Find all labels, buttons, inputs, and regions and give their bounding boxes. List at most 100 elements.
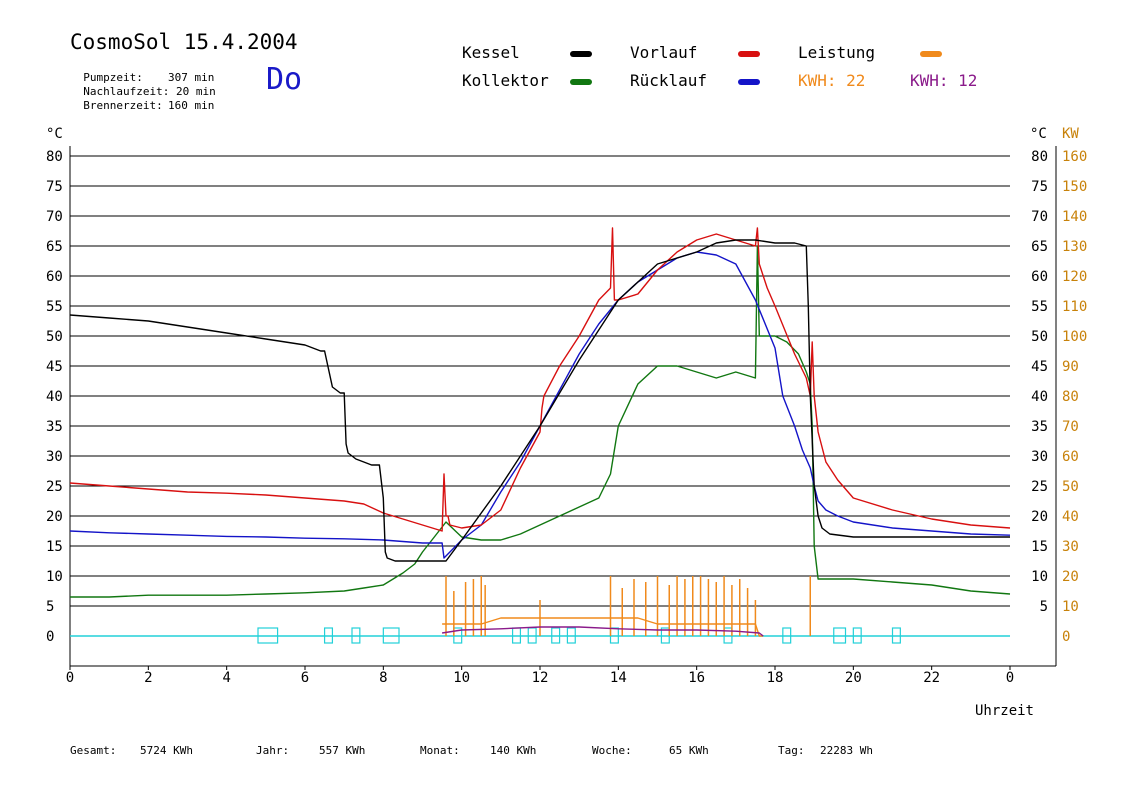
x-axis-label: Uhrzeit (975, 703, 1034, 719)
y-axis-label-right-c: °C (1030, 126, 1047, 142)
pumpzeit-stat: Pumpzeit: 307 min (70, 58, 214, 84)
y-tick-label-right: 5 (1040, 599, 1048, 615)
footer-tag: Tag: 22283 Wh (778, 744, 873, 757)
y-tick-label-left: 80 (46, 149, 63, 165)
footer-jahr-label: Jahr: (256, 744, 290, 757)
brennerzeit-stat: Brennerzeit: 160 min (70, 86, 214, 112)
y-axis-label-right-kw: KW (1062, 126, 1079, 142)
kw-tick-label: 40 (1062, 509, 1079, 525)
series-line-kollektor (70, 245, 1011, 598)
footer-gesamt-label: Gesamt: (70, 744, 117, 757)
footer-woche-label: Woche: (592, 744, 632, 757)
pump-block (566, 627, 576, 644)
footer-tag-label: Tag: (778, 744, 805, 757)
pump-block (551, 627, 561, 644)
y-tick-label-right: 25 (1031, 479, 1048, 495)
kw-tick-label: 90 (1062, 359, 1079, 375)
kw-tick-label: 60 (1062, 449, 1079, 465)
pump-block (891, 627, 901, 644)
pumpzeit-label: Pumpzeit: (83, 71, 143, 84)
footer-gesamt-value: 5724 KWh (140, 744, 193, 757)
footer-jahr: Jahr: 557 KWh (256, 744, 365, 757)
legend-vorlauf-label: Vorlauf (630, 43, 698, 62)
legend-kollektor-swatch (570, 79, 592, 85)
legend-leistung-swatch (920, 51, 942, 57)
legend-vorlauf-swatch (738, 51, 760, 57)
y-tick-label-left: 45 (46, 359, 63, 375)
legend-kessel-swatch (570, 51, 592, 57)
y-tick-label-left: 30 (46, 449, 63, 465)
footer-monat-value: 140 KWh (490, 744, 537, 757)
legend-kwh-secondary: KWH: 12 (910, 71, 978, 90)
y-tick-label-right: 30 (1031, 449, 1048, 465)
series-line-kwh-12 (441, 626, 764, 637)
kw-tick-label: 70 (1062, 419, 1079, 435)
x-tick-label: 2 (144, 670, 152, 686)
y-tick-label-left: 35 (46, 419, 63, 435)
footer-woche: Woche: 65 KWh (592, 744, 709, 757)
chart-title: CosmoSol 15.4.2004 (70, 30, 298, 54)
y-tick-label-left: 50 (46, 329, 63, 345)
kw-tick-label: 20 (1062, 569, 1079, 585)
pump-block (351, 627, 361, 644)
kw-tick-label: 120 (1062, 269, 1087, 285)
y-tick-label-left: 55 (46, 299, 63, 315)
y-tick-label-right: 50 (1031, 329, 1048, 345)
y-tick-label-right: 20 (1031, 509, 1048, 525)
x-tick-label: 18 (767, 670, 784, 686)
series-line-r-cklauf (69, 251, 1011, 559)
x-tick-label: 4 (222, 670, 230, 686)
footer-monat: Monat: 140 KWh (420, 744, 536, 757)
pump-block (257, 627, 279, 644)
pumpzeit-value: 307 min (168, 71, 215, 84)
pump-block (323, 627, 334, 644)
series-line-kessel (69, 239, 1010, 562)
y-tick-label-right: 75 (1031, 179, 1048, 195)
series-line-leistung (442, 617, 764, 637)
kw-tick-label: 110 (1062, 299, 1087, 315)
kw-tick-label: 140 (1062, 209, 1087, 225)
y-tick-label-right: 10 (1031, 569, 1048, 585)
footer-woche-value: 65 KWh (669, 744, 709, 757)
y-tick-label-right: 70 (1031, 209, 1048, 225)
nachlaufzeit-stat: Nachlaufzeit: 20 min (70, 72, 216, 98)
nachlaufzeit-value: 20 min (176, 85, 216, 98)
y-tick-label-left: 0 (46, 629, 54, 645)
nachlaufzeit-label: Nachlaufzeit: (83, 85, 170, 98)
legend-leistung-label: Leistung (798, 43, 876, 62)
y-tick-label-right: 15 (1031, 539, 1048, 555)
legend-ruecklauf-swatch (738, 79, 760, 85)
kw-tick-label: 30 (1062, 539, 1079, 555)
y-axis-label-left: °C (46, 126, 63, 142)
weekday-label: Do (266, 62, 303, 97)
x-tick-label: 14 (610, 670, 627, 686)
pump-block (382, 627, 400, 644)
footer-monat-label: Monat: (420, 744, 460, 757)
x-tick-label: 8 (379, 670, 387, 686)
x-tick-label: 20 (845, 670, 862, 686)
y-tick-label-left: 15 (46, 539, 63, 555)
kw-tick-label: 130 (1062, 239, 1087, 255)
brennerzeit-label: Brennerzeit: (83, 99, 163, 112)
y-tick-label-left: 70 (46, 209, 63, 225)
y-tick-label-left: 60 (46, 269, 63, 285)
y-tick-label-right: 80 (1031, 149, 1048, 165)
legend-ruecklauf-label: Rücklauf (630, 71, 708, 90)
legend-kollektor-label: Kollektor (462, 71, 549, 90)
pump-block (852, 627, 862, 644)
legend-kwh-total: KWH: 22 (798, 71, 866, 90)
legend-kessel-label: Kessel (462, 43, 520, 62)
y-tick-label-left: 65 (46, 239, 63, 255)
kw-tick-label: 10 (1062, 599, 1079, 615)
kw-tick-label: 0 (1062, 629, 1070, 645)
x-tick-label: 16 (688, 670, 705, 686)
y-tick-label-left: 10 (46, 569, 63, 585)
x-tick-label: 0 (66, 670, 74, 686)
pump-block (833, 627, 847, 644)
y-tick-label-left: 40 (46, 389, 63, 405)
x-tick-label: 12 (532, 670, 549, 686)
kw-tick-label: 50 (1062, 479, 1079, 495)
y-tick-label-right: 65 (1031, 239, 1048, 255)
kw-tick-label: 100 (1062, 329, 1087, 345)
